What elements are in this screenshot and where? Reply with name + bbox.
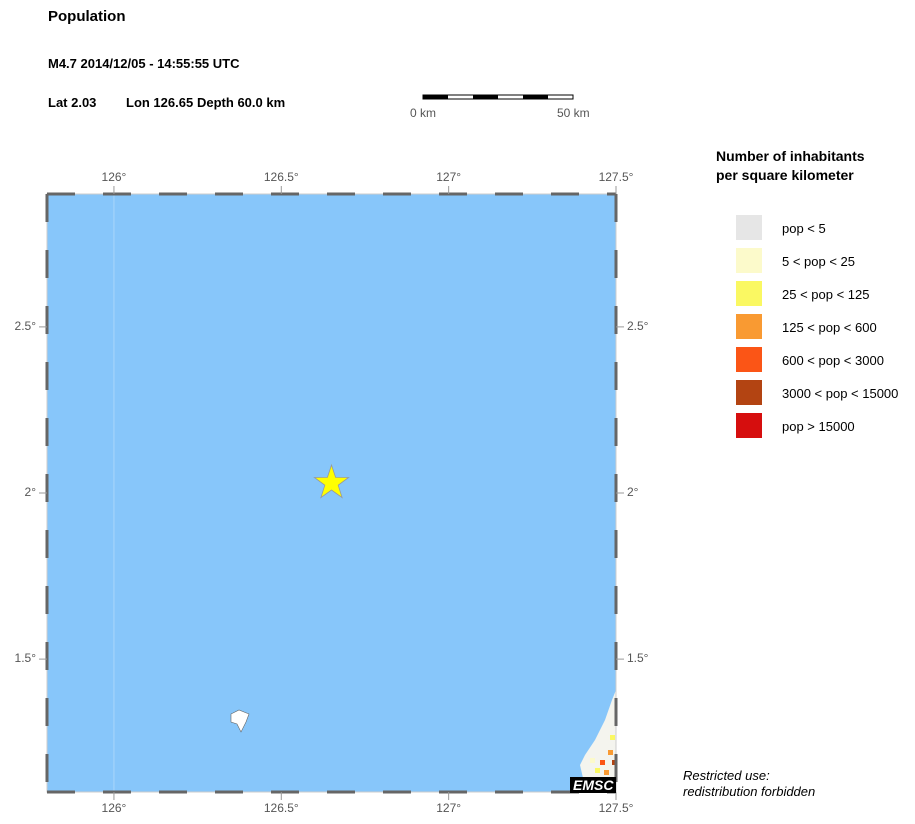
legend-subtitle: per square kilometer	[716, 167, 854, 183]
population-cell	[590, 758, 595, 763]
scale-end: 50 km	[557, 106, 590, 120]
lon-tick-bottom: 127.5°	[598, 801, 634, 815]
population-cell	[595, 768, 600, 773]
lat-tick-right: 2.5°	[627, 318, 649, 333]
legend-title: Number of inhabitants	[716, 148, 865, 164]
land-coast	[580, 690, 616, 778]
notice-line2: redistribution forbidden	[683, 784, 816, 799]
page-title: Population	[48, 8, 126, 25]
event-depth: Depth 60.0 km	[197, 95, 286, 110]
legend-label: pop < 5	[782, 221, 826, 236]
lat-tick-left: 2°	[24, 485, 36, 499]
island	[230, 709, 250, 733]
epicenter-star-icon	[313, 463, 350, 499]
legend-swatch	[736, 314, 762, 339]
lat-tick-left: 1.5°	[14, 651, 36, 666]
population-cell	[608, 750, 613, 755]
lat-tick-left: 2.5°	[14, 318, 36, 333]
event-lat: Lat 2.03	[48, 95, 97, 110]
legend-label: 600 < pop < 3000	[782, 353, 884, 368]
legend-swatch	[736, 248, 762, 273]
population-cell	[610, 735, 615, 740]
event-lon: Lon 126.65	[126, 95, 194, 110]
lon-tick-top: 127.5°	[598, 170, 634, 184]
lat-tick-right: 1.5°	[627, 651, 649, 666]
lon-tick-bottom: 126.5°	[263, 801, 299, 815]
legend-swatch	[736, 413, 762, 438]
lon-tick-top: 126.5°	[263, 170, 299, 184]
scale-bar	[422, 94, 574, 100]
legend-label: 125 < pop < 600	[782, 320, 877, 335]
legend-swatch	[736, 215, 762, 240]
lon-tick-bottom: 126°	[101, 801, 127, 815]
legend-label: pop > 15000	[782, 419, 855, 434]
lon-tick-top: 126°	[101, 170, 127, 184]
lon-tick-top: 127°	[436, 170, 462, 184]
lon-tick-bottom: 127°	[436, 801, 462, 815]
emsc-logo: EMSC	[570, 777, 617, 793]
population-cell	[604, 770, 609, 775]
legend-swatch	[736, 380, 762, 405]
scale-start: 0 km	[410, 106, 437, 120]
legend-swatch	[736, 281, 762, 306]
legend-label: 25 < pop < 125	[782, 287, 870, 302]
lat-tick-right: 2°	[627, 485, 639, 499]
legend-label: 3000 < pop < 15000	[782, 386, 899, 401]
notice-line1: Restricted use:	[683, 768, 770, 783]
sea	[47, 194, 616, 792]
event-datetime: M4.7 2014/12/05 - 14:55:55 UTC	[48, 56, 240, 71]
legend-label: 5 < pop < 25	[782, 254, 856, 269]
population-cell	[600, 760, 605, 765]
legend-swatch	[736, 347, 762, 372]
